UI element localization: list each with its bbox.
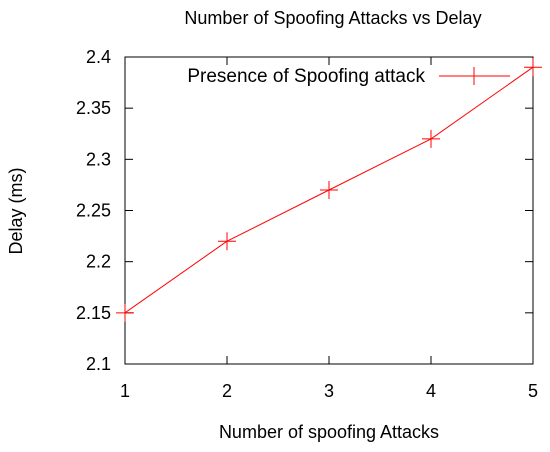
y-tick-label: 2.2 bbox=[86, 252, 111, 272]
y-axis-label: Delay (ms) bbox=[6, 167, 26, 254]
data-point-marker bbox=[320, 181, 338, 200]
y-tick-label: 2.25 bbox=[76, 201, 111, 221]
y-tick-label: 2.1 bbox=[86, 354, 111, 374]
data-point-marker bbox=[524, 58, 542, 77]
y-tick-label: 2.3 bbox=[86, 149, 111, 169]
chart-title: Number of Spoofing Attacks vs Delay bbox=[184, 8, 481, 28]
legend-marker bbox=[465, 67, 483, 85]
x-axis: 1 2 3 4 5 bbox=[120, 57, 538, 401]
legend: Presence of Spoofing attack bbox=[187, 66, 510, 87]
y-axis: 2.1 2.15 2.2 2.25 2.3 2.35 2.4 bbox=[76, 47, 533, 374]
plot-frame bbox=[124, 56, 534, 365]
x-tick-label: 1 bbox=[120, 381, 130, 401]
data-point-marker bbox=[422, 129, 440, 148]
x-tick-label: 4 bbox=[426, 381, 436, 401]
y-tick-label: 2.4 bbox=[86, 47, 111, 67]
legend-label: Presence of Spoofing attack bbox=[187, 66, 425, 87]
y-tick-label: 2.15 bbox=[76, 303, 111, 323]
x-tick-label: 5 bbox=[528, 381, 538, 401]
x-tick-label: 3 bbox=[324, 381, 334, 401]
x-tick-label: 2 bbox=[222, 381, 232, 401]
data-point-marker bbox=[116, 303, 134, 322]
y-tick-label: 2.35 bbox=[76, 98, 111, 118]
data-point-marker bbox=[218, 232, 236, 251]
x-axis-label: Number of spoofing Attacks bbox=[219, 422, 439, 442]
series-layer bbox=[116, 58, 542, 322]
